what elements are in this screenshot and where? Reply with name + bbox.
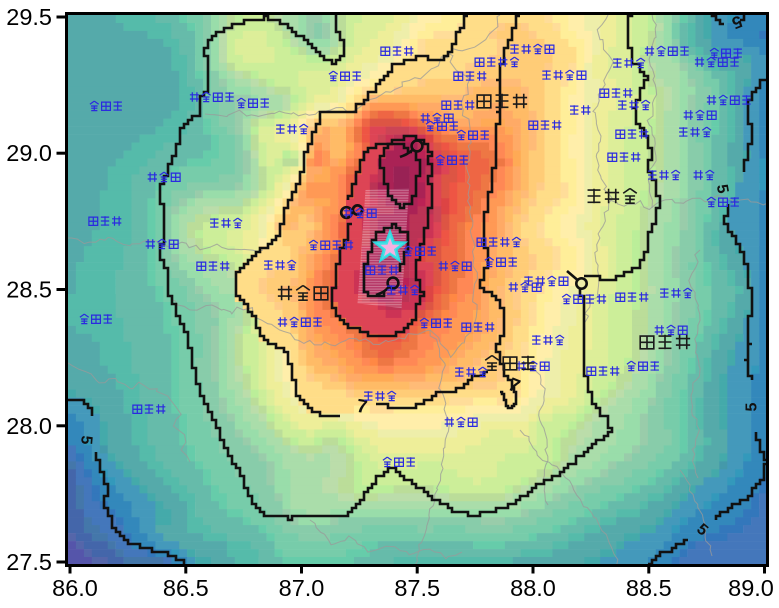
svg-text:87.5: 87.5 [394,575,440,601]
svg-text:29.0: 29.0 [6,140,52,166]
svg-text:7: 7 [355,396,368,418]
svg-text:89.0: 89.0 [728,575,774,601]
svg-text:88.0: 88.0 [510,575,556,601]
svg-text:86.0: 86.0 [52,575,98,601]
svg-text:86.5: 86.5 [163,575,209,601]
svg-text:88.5: 88.5 [626,575,672,601]
svg-text:28.5: 28.5 [6,277,52,303]
svg-text:5: 5 [744,402,761,411]
svg-text:29.5: 29.5 [6,4,52,30]
svg-text:27.5: 27.5 [6,549,52,575]
svg-text:87.0: 87.0 [279,575,325,601]
svg-text:5: 5 [713,183,731,195]
svg-text:5: 5 [77,435,95,445]
svg-text:28.0: 28.0 [6,413,52,439]
